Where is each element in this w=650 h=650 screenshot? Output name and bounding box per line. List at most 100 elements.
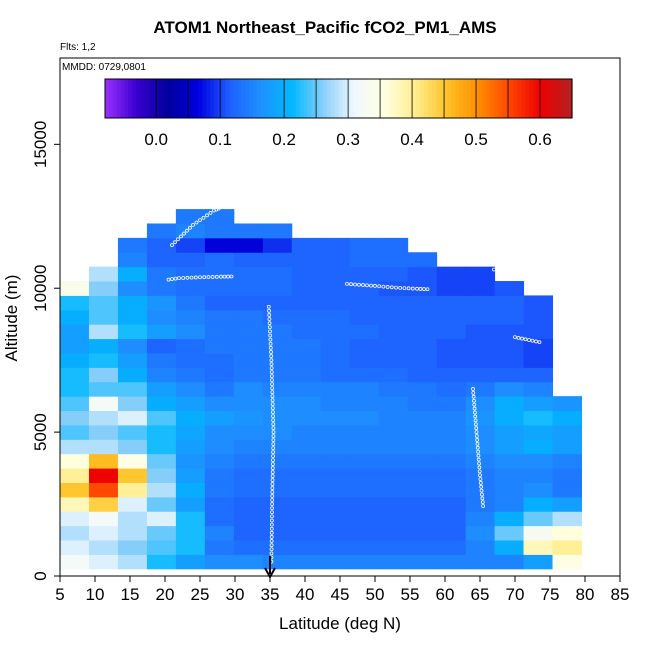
colorbar-segment (568, 79, 573, 118)
heatmap-cell (378, 424, 409, 440)
x-tick-label: 15 (121, 585, 140, 604)
heatmap-cell (291, 554, 322, 570)
heatmap-cell (349, 381, 380, 397)
track-point (270, 506, 274, 511)
track-point (270, 398, 275, 403)
heatmap-cell (378, 554, 409, 570)
colorbar-segment (478, 79, 484, 118)
heatmap-cell (436, 281, 467, 296)
track-point (476, 449, 480, 454)
colorbar-segment (143, 79, 149, 118)
track-point (268, 345, 273, 350)
colorbar-segment (155, 79, 161, 118)
heatmap-cell (494, 324, 525, 340)
heatmap-cell (494, 410, 525, 426)
heatmap-cell (494, 482, 525, 498)
heatmap-cell (291, 453, 322, 469)
track-point (271, 438, 276, 443)
heatmap-cell (262, 381, 293, 397)
track-point (410, 286, 415, 291)
heatmap-cell (146, 352, 177, 368)
heatmap-cell (349, 309, 380, 325)
heatmap-cell (233, 396, 264, 412)
heatmap-cell (378, 439, 409, 455)
track-point (530, 338, 535, 343)
heatmap-cells (60, 209, 582, 570)
heatmap-cell (117, 554, 148, 570)
heatmap-cell (378, 295, 409, 311)
heatmap-cell (349, 453, 380, 469)
track-point (523, 272, 528, 276)
heatmap-cell (291, 381, 322, 397)
heatmap-cell (262, 554, 293, 570)
heatmap-cell (552, 511, 582, 527)
colorbar-segment (194, 79, 199, 118)
heatmap-cell (88, 525, 119, 541)
heatmap-cell (146, 424, 177, 440)
heatmap-cell (233, 338, 264, 354)
heatmap-cell (349, 439, 380, 455)
heatmap-cell (146, 338, 177, 354)
x-tick-label: 75 (541, 585, 560, 604)
colorbar-frame (104, 78, 573, 119)
heatmap-cell (175, 468, 206, 483)
track-point (269, 518, 274, 523)
heatmap-cell (494, 554, 525, 570)
track-point (270, 486, 275, 490)
heatmap-cell (60, 309, 90, 325)
colorbar-tick-label: 0.4 (400, 130, 424, 149)
track-point (381, 284, 386, 289)
colorbar-segment (140, 79, 145, 118)
heatmap-cell (407, 396, 438, 412)
heatmap-cell (175, 209, 206, 224)
heatmap-cell (436, 525, 467, 541)
heatmap-cell (291, 511, 322, 527)
track-point (269, 374, 274, 379)
x-tick-label: 50 (366, 585, 385, 604)
heatmap-cell (233, 309, 264, 325)
heatmap-cell (523, 396, 554, 412)
heatmap-cell (291, 396, 322, 412)
track-point (269, 350, 273, 354)
x-tick-label: 85 (611, 585, 630, 604)
colorbar: 0.0 0.1 0.2 0.3 0.4 0.5 0.6 (104, 78, 573, 149)
track-point (267, 308, 271, 313)
track-point (562, 292, 566, 297)
heatmap-cell (465, 554, 496, 570)
y-tick-label: 15000 (31, 121, 50, 168)
heatmap-cell (407, 424, 438, 440)
colorbar-segment (361, 79, 367, 118)
flight-tracks (166, 206, 570, 564)
heatmap-cell (204, 324, 235, 340)
heatmap-cell (88, 468, 119, 483)
colorbar-segment (521, 79, 526, 118)
track-point (541, 287, 545, 292)
heatmap-cell (60, 482, 90, 498)
heatmap-cell (117, 295, 148, 311)
marker-arrow-head (264, 567, 276, 580)
track-point (189, 275, 194, 280)
heatmap-cell (233, 453, 264, 469)
heatmap-cell (407, 266, 438, 282)
track-point (179, 234, 183, 239)
track-point (385, 285, 390, 289)
heatmap-cell (146, 410, 177, 426)
track-point (269, 530, 274, 535)
heatmap-cell (494, 453, 525, 469)
colorbar-segment (466, 79, 472, 118)
colorbar-segment (501, 79, 507, 118)
track-point (191, 223, 195, 227)
heatmap-cell (88, 511, 119, 527)
track-point (473, 414, 478, 419)
colorbar-segment (229, 79, 235, 118)
heatmap-cell (436, 554, 467, 570)
heatmap-cell (465, 540, 496, 555)
colorbar-segment (198, 79, 203, 118)
heatmap-cell (523, 554, 554, 570)
heatmap-cell (320, 352, 351, 368)
track-point (551, 289, 556, 294)
heatmap-cell (204, 482, 235, 498)
heatmap-cell (465, 367, 496, 383)
colorbar-segment (392, 79, 398, 118)
